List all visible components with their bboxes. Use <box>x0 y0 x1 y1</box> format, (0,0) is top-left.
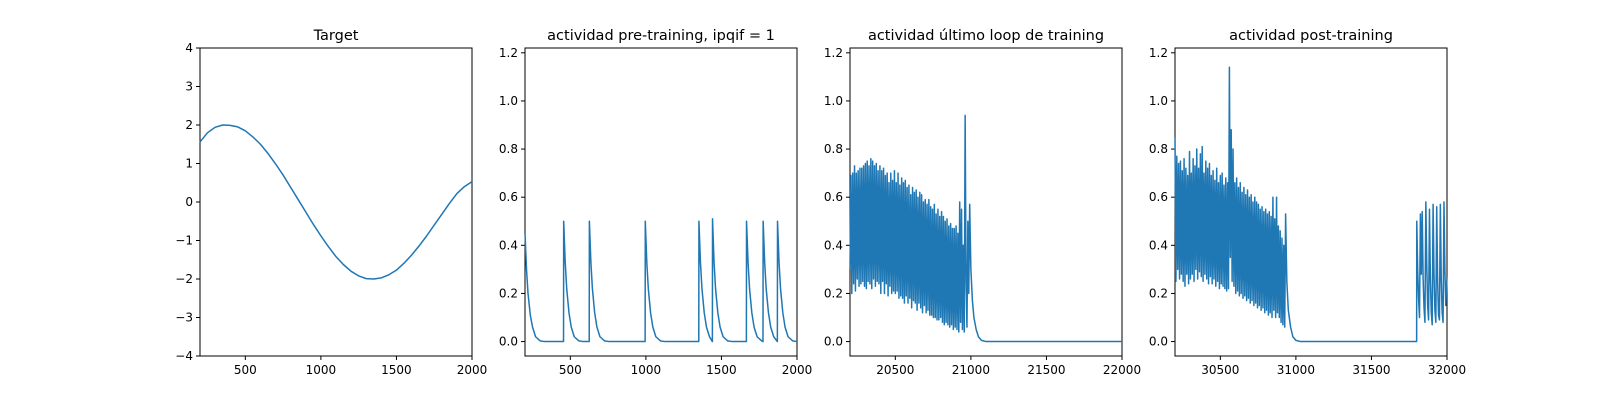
x-tick-label: 31500 <box>1352 363 1390 377</box>
axes-frame <box>524 47 798 357</box>
subplot-post-training: actividad post-training 30500 31000 31500 3… <box>1149 28 1466 377</box>
x-tick-label: 2000 <box>457 363 488 377</box>
y-axis-ticks: 0.0 0.2 0.4 0.6 0.8 1.0 1.2 <box>499 46 525 349</box>
y-tick-label: −2 <box>175 272 193 286</box>
y-tick-label: 0.8 <box>1149 142 1168 156</box>
y-tick-label: −4 <box>175 349 193 363</box>
y-tick-label: 1 <box>185 157 193 171</box>
series-layer <box>199 124 473 280</box>
y-tick-label: 0.0 <box>499 335 518 349</box>
series-layer <box>1174 66 1448 343</box>
y-axis-ticks: −4 −3 −2 −1 0 1 2 3 4 <box>175 41 200 363</box>
series-line <box>1174 66 1448 343</box>
x-tick-label: 500 <box>234 363 257 377</box>
y-axis-ticks: 0.0 0.2 0.4 0.6 0.8 1.0 1.2 <box>824 46 850 349</box>
x-tick-label: 20500 <box>876 363 914 377</box>
subplot-target: Target 500 1000 1500 2000 −4 −3 −2 −1 0 1 2 3 4 <box>175 28 487 377</box>
x-tick-label: 1000 <box>631 363 662 377</box>
y-tick-label: 0.4 <box>1149 238 1168 252</box>
y-tick-label: −1 <box>175 234 193 248</box>
x-axis-ticks: 20500 21000 21500 22000 <box>876 356 1141 377</box>
y-tick-label: 0.6 <box>1149 190 1168 204</box>
y-tick-label: −3 <box>175 311 193 325</box>
x-tick-label: 1500 <box>381 363 412 377</box>
y-tick-label: 0.6 <box>824 190 843 204</box>
y-tick-label: 4 <box>185 41 193 55</box>
y-tick-label: 1.2 <box>499 46 518 60</box>
y-tick-label: 0.2 <box>1149 286 1168 300</box>
x-tick-label: 21000 <box>952 363 990 377</box>
y-axis-ticks: 0.0 0.2 0.4 0.6 0.8 1.0 1.2 <box>1149 46 1175 349</box>
series-layer <box>524 218 798 343</box>
series-line <box>849 114 1122 343</box>
y-tick-label: 1.0 <box>824 94 843 108</box>
y-tick-label: 1.2 <box>1149 46 1168 60</box>
subplot-last-training-loop: actividad último loop de training 20500 2… <box>824 28 1141 377</box>
subplot-title: actividad pre-training, ipqif = 1 <box>547 28 775 44</box>
x-tick-label: 32000 <box>1428 363 1466 377</box>
y-tick-label: 0.4 <box>824 238 843 252</box>
subplot-title: Target <box>313 28 359 44</box>
y-tick-label: 0.8 <box>824 142 843 156</box>
x-tick-label: 1000 <box>306 363 337 377</box>
x-axis-ticks: 30500 31000 31500 32000 <box>1201 356 1466 377</box>
subplot-pre-training: actividad pre-training, ipqif = 1 500 100… <box>499 28 812 377</box>
x-tick-label: 500 <box>559 363 582 377</box>
y-tick-label: 2 <box>185 118 193 132</box>
series-line <box>199 124 473 280</box>
x-tick-label: 31000 <box>1277 363 1315 377</box>
y-tick-label: 0.4 <box>499 238 518 252</box>
series-layer <box>849 114 1122 343</box>
y-tick-label: 0.2 <box>824 286 843 300</box>
x-tick-label: 2000 <box>782 363 813 377</box>
y-tick-label: 0.2 <box>499 286 518 300</box>
y-tick-label: 0.0 <box>1149 335 1168 349</box>
y-tick-label: 1.2 <box>824 46 843 60</box>
x-axis-ticks: 500 1000 1500 2000 <box>559 356 812 377</box>
y-tick-label: 0 <box>185 195 193 209</box>
x-tick-label: 30500 <box>1201 363 1239 377</box>
x-axis-ticks: 500 1000 1500 2000 <box>234 356 487 377</box>
y-tick-label: 1.0 <box>1149 94 1168 108</box>
x-tick-label: 21500 <box>1027 363 1065 377</box>
y-tick-label: 0.0 <box>824 335 843 349</box>
y-tick-label: 0.8 <box>499 142 518 156</box>
y-tick-label: 3 <box>185 80 193 94</box>
subplot-title: actividad último loop de training <box>868 28 1104 44</box>
y-tick-label: 0.6 <box>499 190 518 204</box>
x-tick-label: 22000 <box>1103 363 1141 377</box>
y-tick-label: 1.0 <box>499 94 518 108</box>
subplot-title: actividad post-training <box>1229 28 1393 44</box>
series-line <box>524 218 798 343</box>
x-tick-label: 1500 <box>706 363 737 377</box>
